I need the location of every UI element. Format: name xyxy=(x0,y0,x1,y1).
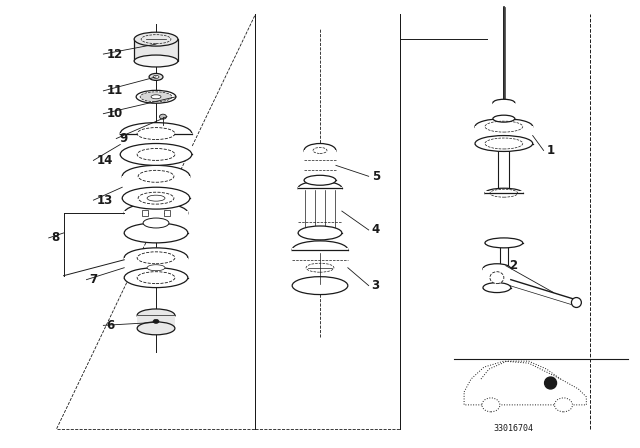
Ellipse shape xyxy=(306,263,334,272)
Ellipse shape xyxy=(298,181,342,195)
Ellipse shape xyxy=(137,128,175,139)
Bar xyxy=(304,151,336,180)
Ellipse shape xyxy=(147,265,165,271)
Bar xyxy=(164,210,170,216)
Bar xyxy=(134,39,178,61)
Text: 13: 13 xyxy=(97,194,113,207)
Ellipse shape xyxy=(475,136,532,151)
Text: 1: 1 xyxy=(547,144,555,157)
Ellipse shape xyxy=(147,195,165,201)
Ellipse shape xyxy=(120,123,192,145)
Ellipse shape xyxy=(304,143,336,157)
Text: 14: 14 xyxy=(97,154,113,167)
Bar xyxy=(124,211,188,233)
Ellipse shape xyxy=(490,271,504,284)
Ellipse shape xyxy=(134,55,178,67)
Ellipse shape xyxy=(124,248,188,268)
Ellipse shape xyxy=(137,252,175,264)
Ellipse shape xyxy=(137,271,175,284)
Bar xyxy=(298,187,342,233)
Ellipse shape xyxy=(140,92,172,102)
Ellipse shape xyxy=(120,143,192,165)
Bar xyxy=(124,258,188,278)
Ellipse shape xyxy=(122,165,190,187)
Ellipse shape xyxy=(138,192,174,204)
Ellipse shape xyxy=(143,218,169,228)
Bar xyxy=(142,210,148,216)
Text: 12: 12 xyxy=(106,47,123,60)
Text: 6: 6 xyxy=(106,319,115,332)
Ellipse shape xyxy=(159,114,166,119)
Ellipse shape xyxy=(554,398,572,412)
Ellipse shape xyxy=(483,264,511,274)
Bar xyxy=(483,268,511,288)
Ellipse shape xyxy=(138,170,174,182)
Ellipse shape xyxy=(134,32,178,46)
Bar xyxy=(120,133,192,155)
Bar xyxy=(493,103,515,119)
Ellipse shape xyxy=(493,115,515,122)
Bar xyxy=(485,191,523,243)
Text: 10: 10 xyxy=(106,107,123,120)
Bar xyxy=(122,177,190,198)
Ellipse shape xyxy=(292,241,348,259)
Ellipse shape xyxy=(149,73,163,80)
Ellipse shape xyxy=(124,268,188,288)
Text: 7: 7 xyxy=(90,273,97,286)
Ellipse shape xyxy=(137,309,175,322)
Text: 11: 11 xyxy=(106,84,123,97)
Text: 33016704: 33016704 xyxy=(494,424,534,433)
Circle shape xyxy=(545,377,557,389)
Text: 5: 5 xyxy=(372,170,380,183)
Ellipse shape xyxy=(493,99,515,106)
Text: 2: 2 xyxy=(509,259,517,272)
Ellipse shape xyxy=(124,223,188,243)
Ellipse shape xyxy=(136,90,176,103)
Ellipse shape xyxy=(124,203,188,223)
Ellipse shape xyxy=(475,119,532,134)
Text: 9: 9 xyxy=(119,132,127,145)
Ellipse shape xyxy=(137,148,175,160)
Ellipse shape xyxy=(572,297,581,307)
Ellipse shape xyxy=(153,319,159,323)
Bar xyxy=(475,125,532,143)
Bar xyxy=(292,248,348,286)
Ellipse shape xyxy=(137,322,175,335)
Bar xyxy=(137,315,175,328)
Ellipse shape xyxy=(151,95,161,99)
Ellipse shape xyxy=(304,175,336,185)
Ellipse shape xyxy=(292,277,348,294)
Ellipse shape xyxy=(482,398,500,412)
Ellipse shape xyxy=(122,187,190,209)
Ellipse shape xyxy=(313,147,327,154)
Ellipse shape xyxy=(298,226,342,240)
Ellipse shape xyxy=(483,283,511,293)
Ellipse shape xyxy=(485,188,523,198)
Ellipse shape xyxy=(485,238,523,248)
Ellipse shape xyxy=(153,75,159,78)
Text: 4: 4 xyxy=(372,224,380,237)
Text: 3: 3 xyxy=(372,279,380,292)
Text: 8: 8 xyxy=(52,232,60,245)
